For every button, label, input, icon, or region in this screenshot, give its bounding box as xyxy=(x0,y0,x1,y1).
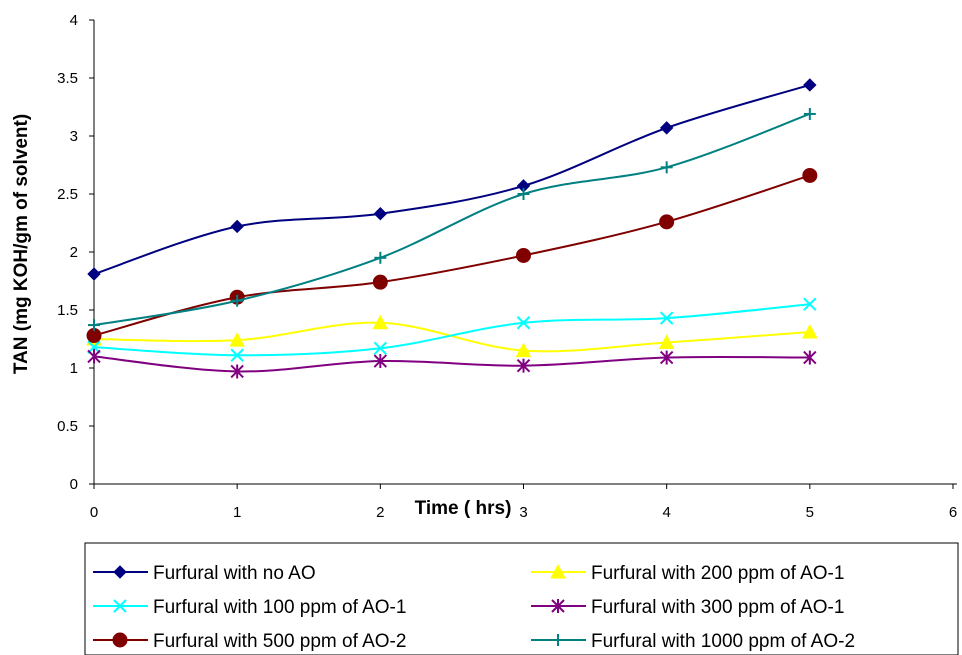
legend-marker xyxy=(113,565,127,579)
x-tick-label: 6 xyxy=(949,504,957,521)
data-point-plus xyxy=(803,107,816,120)
y-tick-label: 1 xyxy=(70,360,78,377)
series-line xyxy=(93,84,811,275)
y-tick-label: 0.5 xyxy=(57,418,78,435)
data-point-triangle xyxy=(658,334,675,349)
data-point-circle xyxy=(659,214,675,230)
data-point-circle xyxy=(372,274,388,290)
series-2 xyxy=(87,297,817,362)
data-point-circle xyxy=(802,167,818,183)
legend-item: Furfural with 100 ppm of AO-1 xyxy=(93,597,406,618)
series-4 xyxy=(86,167,818,344)
data-point-triangle xyxy=(372,314,389,330)
data-point-triangle xyxy=(801,323,818,339)
legend-item: Furfural with 500 ppm of AO-2 xyxy=(93,631,406,652)
series-5 xyxy=(88,107,816,332)
data-point-triangle xyxy=(515,342,532,358)
data-point-diamond xyxy=(230,219,244,234)
legend-label: Furfural with 1000 ppm of AO-2 xyxy=(591,631,855,652)
data-point-triangle xyxy=(229,332,246,347)
data-point-x xyxy=(230,348,244,362)
data-point-star xyxy=(230,364,244,379)
series-line xyxy=(93,113,811,327)
data-point-plus xyxy=(231,294,244,307)
series-line xyxy=(93,174,811,337)
x-tick-label: 0 xyxy=(90,504,98,521)
y-tick-label: 3 xyxy=(70,128,78,145)
legend-marker xyxy=(113,599,127,613)
x-tick-label: 5 xyxy=(806,504,814,521)
y-tick-label: 1.5 xyxy=(57,302,78,319)
legend-item: Furfural with 200 ppm of AO-1 xyxy=(531,563,844,584)
legend-label: Furfural with 500 ppm of AO-2 xyxy=(153,631,406,652)
series-line xyxy=(93,355,810,373)
data-point-star xyxy=(87,349,101,364)
data-point-plus xyxy=(660,161,673,174)
legend-item: Furfural with no AO xyxy=(93,563,316,584)
data-point-star xyxy=(373,354,388,369)
data-point-x xyxy=(373,341,388,355)
data-point-star xyxy=(803,350,817,365)
legend-marker xyxy=(552,634,564,646)
data-point-diamond xyxy=(803,78,817,92)
series-layer xyxy=(86,78,818,379)
y-tick-label: 0 xyxy=(70,476,78,493)
x-tick-label: 3 xyxy=(519,504,527,521)
data-point-x xyxy=(659,311,674,325)
data-point-x xyxy=(516,316,531,330)
data-point-star xyxy=(516,358,531,373)
x-tick-label: 2 xyxy=(376,504,384,521)
data-point-x xyxy=(803,297,817,311)
data-point-circle xyxy=(516,247,531,263)
data-point-diamond xyxy=(659,121,674,135)
legend-marker xyxy=(551,599,565,613)
legend-label: Furfural with 300 ppm of AO-1 xyxy=(591,597,844,618)
data-point-star xyxy=(659,350,674,365)
legend-box xyxy=(84,542,959,655)
data-point-plus xyxy=(88,319,100,332)
y-axis-title: TAN (mg KOH/gm of solvent) xyxy=(11,114,32,374)
x-axis-ticks: 0 1 2 3 4 5 6 xyxy=(90,484,957,521)
legend: Furfural with no AO Furfural with 200 ppm… xyxy=(84,542,959,655)
legend-item: Furfural with 300 ppm of AO-1 xyxy=(531,597,844,618)
legend-item: Furfural with 1000 ppm of AO-2 xyxy=(531,631,855,652)
series-0 xyxy=(87,78,817,281)
x-tick-label: 4 xyxy=(662,504,670,521)
series-3 xyxy=(87,349,817,379)
data-point-diamond xyxy=(87,267,101,281)
y-tick-label: 2 xyxy=(70,244,78,261)
y-tick-label: 2.5 xyxy=(57,186,78,203)
plot-area: 0 0.5 1 1.5 2 2.5 3 3.5 4 0 1 2 3 4 5 6 xyxy=(57,12,957,521)
legend-label: Furfural with 200 ppm of AO-1 xyxy=(591,563,844,584)
series-line xyxy=(93,303,810,357)
data-point-plus xyxy=(517,188,530,200)
y-tick-label: 3.5 xyxy=(57,70,78,87)
y-axis-ticks: 0 0.5 1 1.5 2 2.5 3 3.5 4 xyxy=(57,12,94,493)
data-point-diamond xyxy=(373,207,388,221)
legend-label: Furfural with no AO xyxy=(153,563,316,584)
x-tick-label: 1 xyxy=(233,504,241,521)
series-line xyxy=(93,321,810,353)
y-tick-label: 4 xyxy=(70,12,78,29)
legend-marker xyxy=(112,632,128,648)
legend-label: Furfural with 100 ppm of AO-1 xyxy=(153,597,406,618)
legend-items: Furfural with no AO Furfural with 200 ppm… xyxy=(93,563,855,652)
x-axis-title: Time ( hrs) xyxy=(415,498,512,519)
legend-marker xyxy=(550,563,566,579)
data-point-plus xyxy=(374,251,387,264)
